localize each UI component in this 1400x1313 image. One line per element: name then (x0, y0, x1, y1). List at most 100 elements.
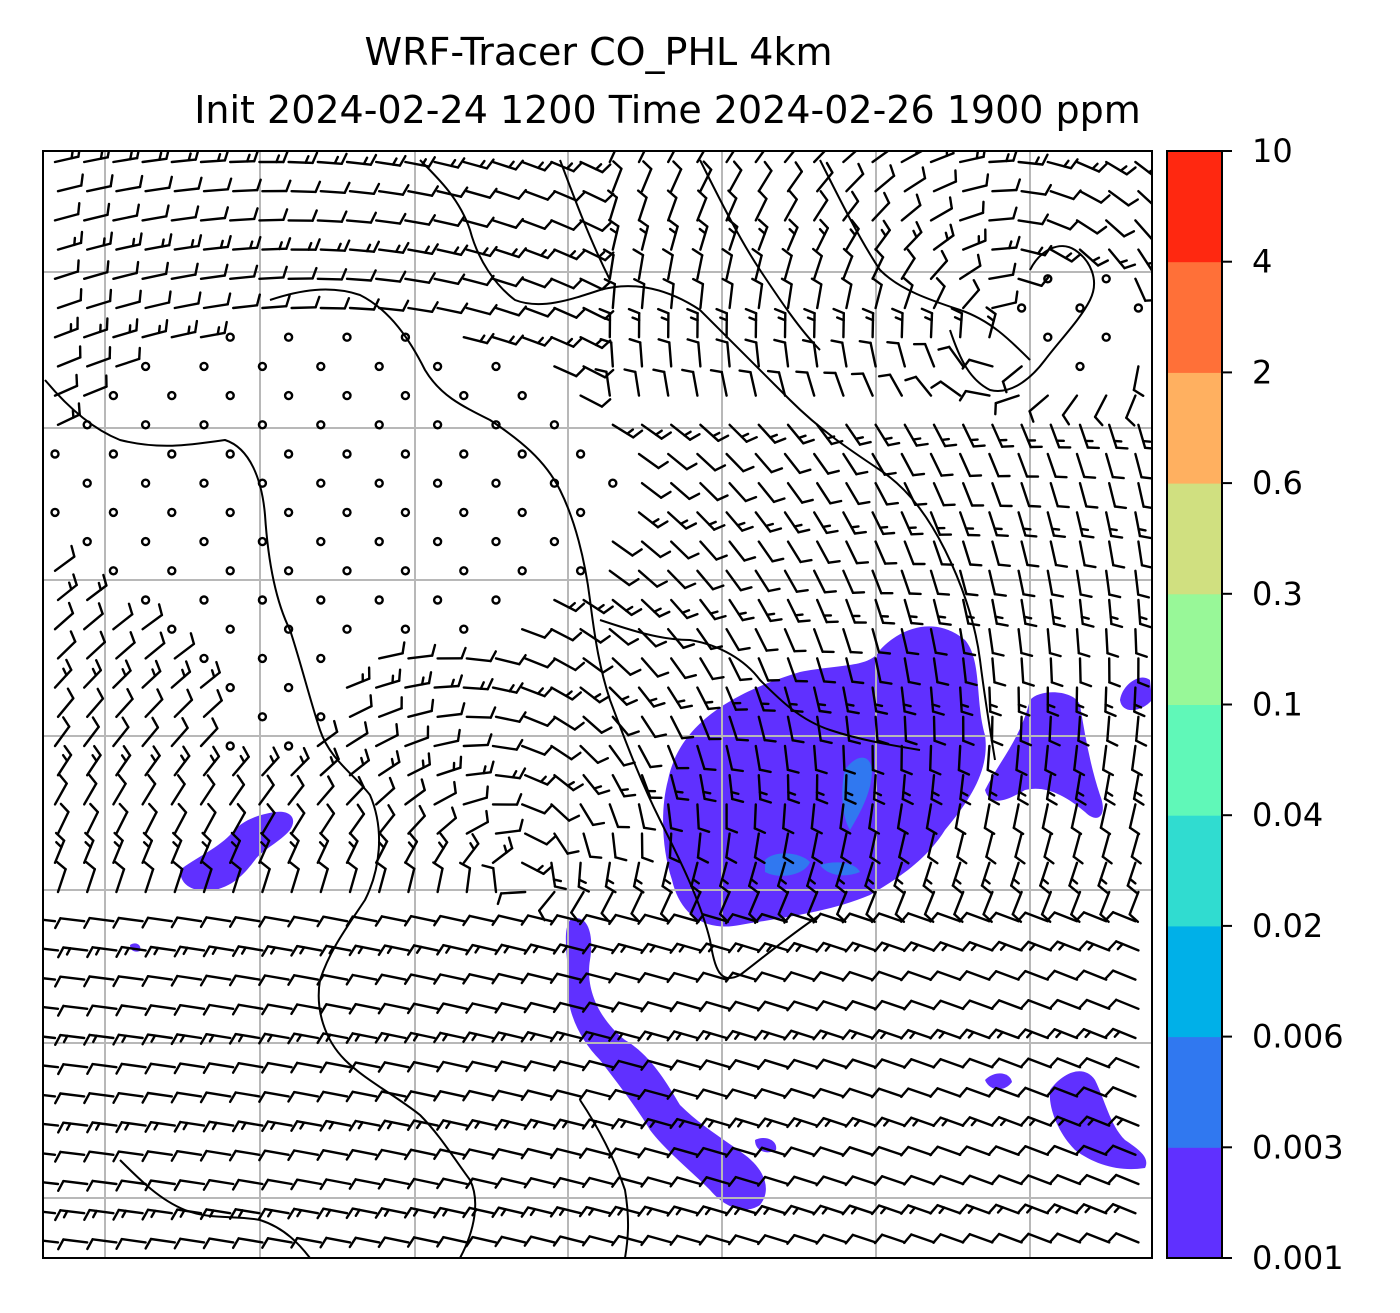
wind-barb (608, 913, 641, 926)
wind-barb (1103, 774, 1116, 806)
wind-barb (581, 1235, 614, 1247)
wind-barb (728, 774, 745, 803)
wind-barb (1061, 394, 1079, 426)
wind-barb (754, 452, 784, 474)
wind-barb (611, 1118, 644, 1130)
calm-circle (575, 566, 586, 576)
wind-barb (959, 253, 982, 280)
wind-barb (406, 944, 439, 956)
wind-barb (491, 1089, 524, 1102)
wind-barb (82, 602, 104, 631)
wind-barb (783, 151, 796, 164)
wind-barb (932, 277, 946, 310)
wind-barb (521, 160, 554, 172)
wind-barb (640, 482, 672, 499)
wind-barb (670, 774, 690, 801)
wind-barb (728, 423, 758, 443)
wind-barb (812, 247, 823, 280)
wind-barb (57, 1179, 89, 1193)
wind-barb (1045, 774, 1058, 806)
wind-barb (377, 1002, 410, 1015)
wind-barb (987, 911, 1020, 923)
wind-barb (1045, 969, 1079, 981)
calm-circle (283, 624, 294, 634)
calm-circle (575, 449, 586, 459)
wind-barb (553, 774, 584, 792)
wind-barb (695, 971, 728, 983)
wind-barb (696, 569, 725, 591)
wind-barb (813, 628, 835, 654)
wind-barb (231, 746, 250, 777)
wind-barb (521, 744, 554, 756)
wind-barb (141, 716, 160, 748)
wind-barb (316, 268, 348, 281)
wind-barb (261, 746, 280, 777)
wind-barb (886, 341, 906, 368)
wind-barb (869, 832, 881, 865)
wind-barb (112, 1033, 144, 1046)
wind-barb (1048, 1057, 1082, 1069)
wind-barb (608, 744, 636, 767)
wind-barb (903, 423, 929, 447)
wind-barb (86, 1062, 118, 1076)
wind-barb (699, 482, 729, 502)
wind-barb (891, 307, 904, 339)
wind-barb (757, 1117, 790, 1129)
wind-barb (873, 1116, 906, 1128)
wind-barb (786, 1000, 819, 1012)
wind-barb (1045, 1028, 1079, 1040)
wind-barb (465, 943, 498, 956)
calm-circle (199, 478, 209, 488)
wind-barb (611, 943, 644, 955)
wind-barb (728, 715, 750, 742)
wind-barb (83, 1033, 115, 1046)
wind-barb (231, 1237, 264, 1250)
wind-barb (462, 332, 495, 345)
wind-barb (698, 1000, 731, 1012)
wind-barb (374, 915, 407, 927)
wind-barb (988, 774, 1001, 806)
wind-barb (54, 1092, 86, 1105)
wind-barb (202, 1237, 235, 1250)
wind-barb (1106, 715, 1119, 747)
wind-barb (929, 1145, 962, 1157)
wind-barb (874, 715, 890, 746)
wind-barb (958, 1203, 991, 1215)
wind-barb (690, 861, 702, 894)
wind-barb (871, 686, 889, 715)
wind-barb (404, 214, 436, 226)
wind-barb (85, 802, 100, 835)
wind-barb (786, 1117, 819, 1129)
calm-circle (257, 653, 268, 664)
wind-barb (1017, 569, 1036, 598)
wind-barb (987, 970, 1020, 981)
colorbar-tick-label: 10 (1252, 132, 1293, 170)
wind-barb (698, 1117, 731, 1129)
wind-barb (1019, 1057, 1053, 1069)
wind-barb (86, 1121, 118, 1134)
wind-barb (112, 773, 127, 806)
wind-barb (319, 239, 351, 252)
wind-barb (316, 719, 339, 748)
wind-barb (699, 598, 727, 621)
wind-barb (783, 971, 816, 983)
plume-main (663, 626, 986, 927)
wind-barb (1107, 482, 1128, 510)
wind-barb (141, 603, 164, 631)
wind-barb (1016, 1145, 1050, 1157)
wind-barb (1048, 940, 1082, 952)
wind-barb (375, 832, 389, 864)
wind-barb (1048, 1174, 1082, 1186)
wind-barb (258, 1032, 290, 1045)
wind-barb (666, 1205, 699, 1217)
wind-barb (287, 774, 305, 806)
wind-barb (1107, 940, 1140, 952)
wind-barb (725, 189, 738, 222)
wind-barb (990, 1174, 1023, 1186)
wind-barb (666, 189, 678, 222)
wind-barb (988, 628, 1005, 657)
core-1 (765, 853, 810, 876)
wind-barb (403, 1206, 436, 1219)
wind-barb (465, 809, 489, 835)
wind-barb (1093, 394, 1108, 427)
